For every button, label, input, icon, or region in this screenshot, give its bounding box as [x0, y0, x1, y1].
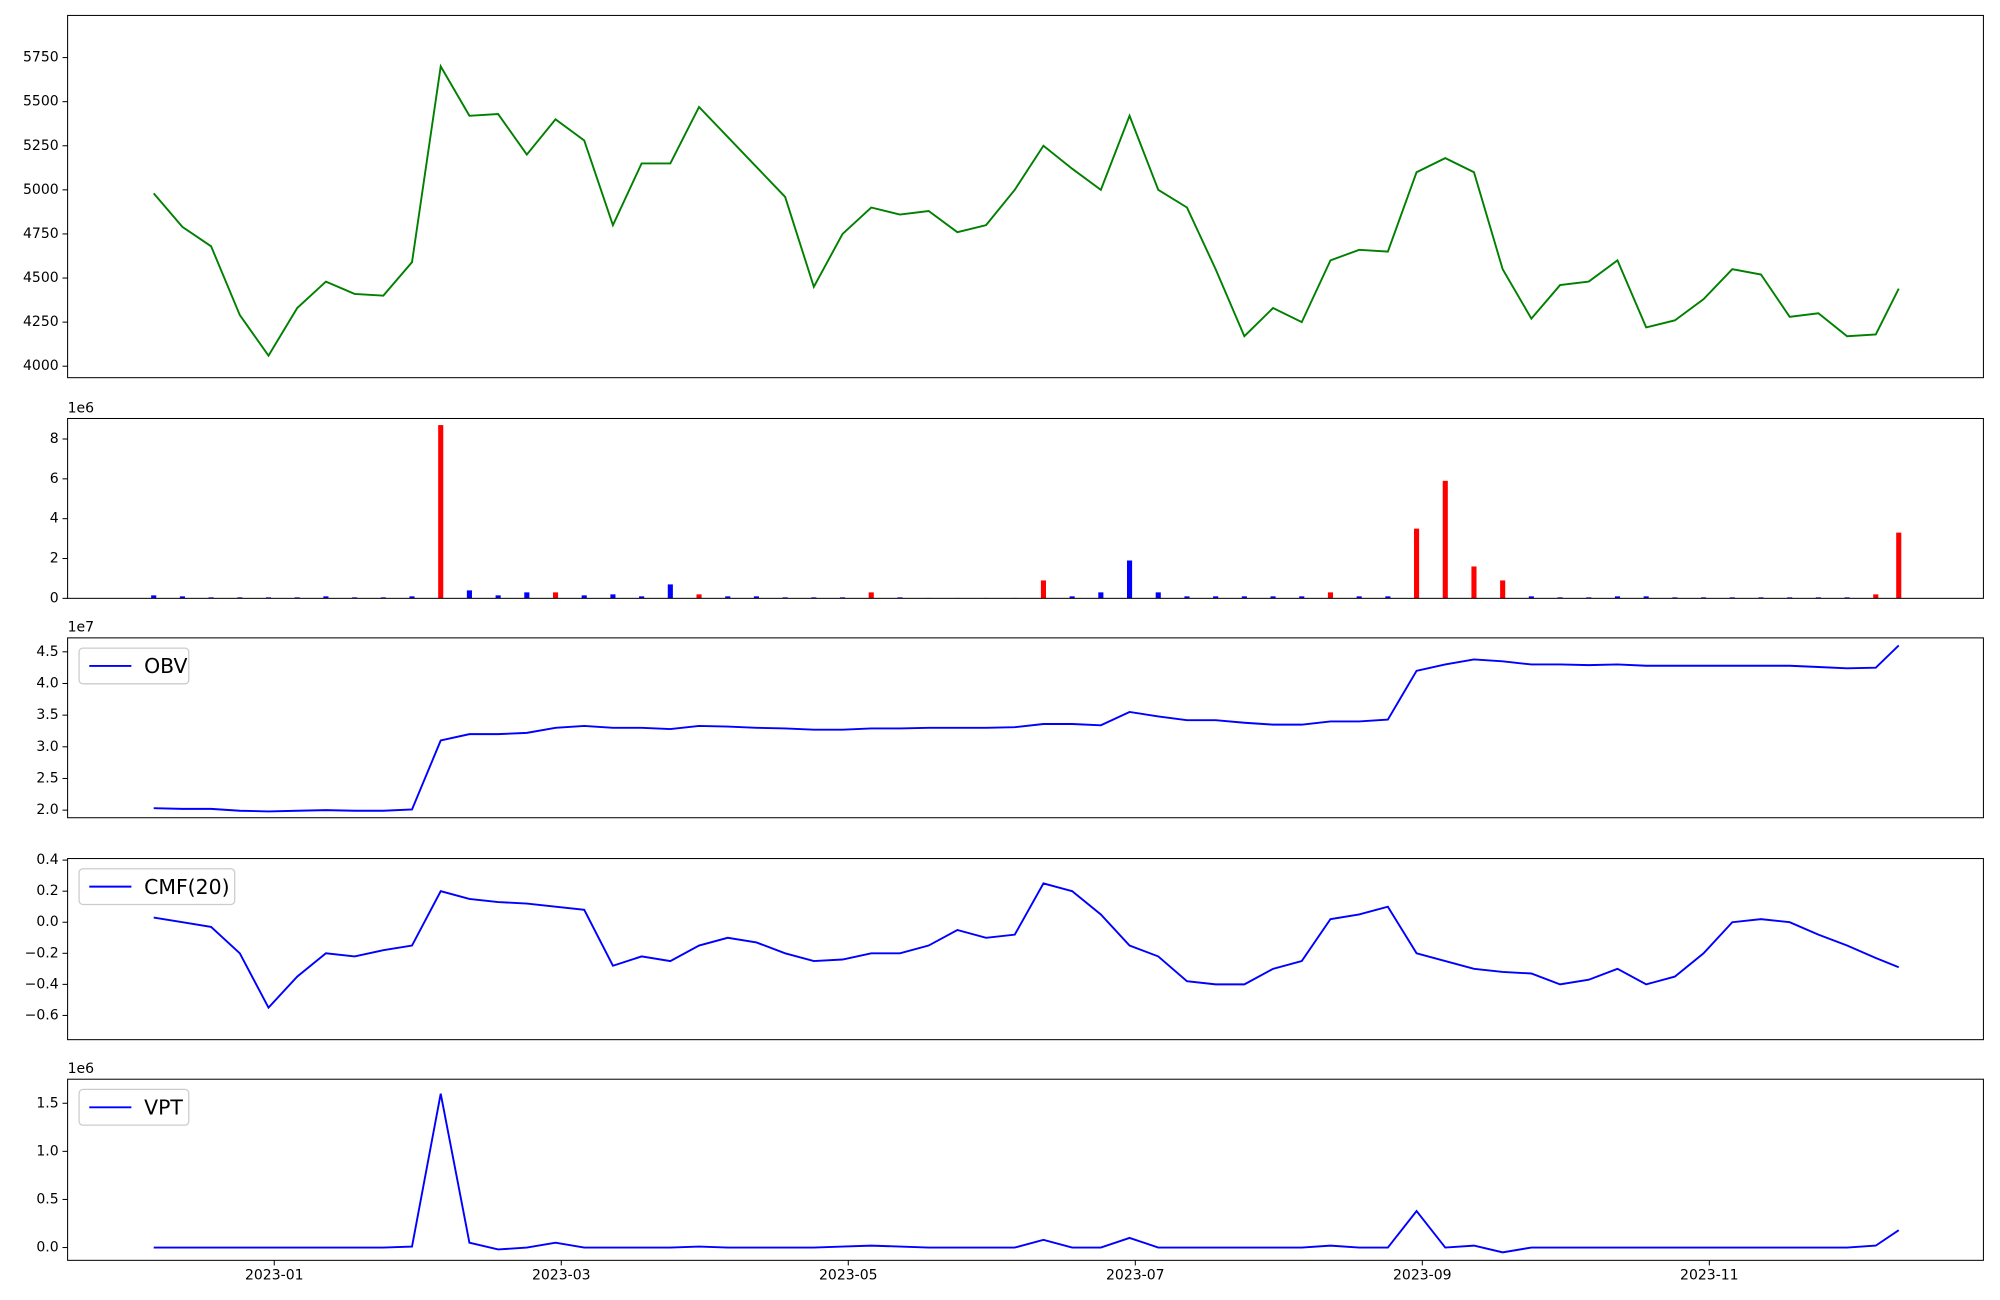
x-tick-label: 2023-11 — [1680, 1268, 1739, 1284]
bar — [179, 596, 185, 599]
x-tick-label: 2023-07 — [1106, 1268, 1165, 1284]
bar — [610, 594, 616, 599]
bar — [409, 596, 415, 599]
y-tick-label: −0.6 — [25, 1007, 59, 1023]
legend-label: OBV — [144, 654, 187, 678]
line — [152, 63, 1900, 358]
x-tick-label: 2023-03 — [532, 1268, 591, 1284]
x-tick-label: 2023-09 — [1393, 1268, 1452, 1284]
y-tick-label: 1.5 — [36, 1095, 58, 1111]
y-tick-label: 4.5 — [36, 644, 58, 660]
bar — [1184, 596, 1190, 599]
bar — [1040, 580, 1046, 599]
bar — [466, 590, 472, 599]
bar — [438, 425, 444, 599]
bar — [1069, 596, 1075, 599]
bar — [667, 584, 673, 599]
bar — [1299, 596, 1305, 599]
bar — [1270, 596, 1276, 599]
bar — [639, 596, 645, 599]
bar — [1500, 580, 1506, 599]
y-tick-label: 2.0 — [36, 802, 58, 818]
bar — [323, 596, 329, 599]
y-tick-label: 5250 — [23, 138, 59, 154]
y-tick-label: 4250 — [23, 314, 59, 330]
y-tick-label: −0.2 — [25, 945, 59, 961]
bar — [1414, 528, 1420, 599]
y-tick-label: 5750 — [23, 50, 59, 66]
line — [153, 644, 1900, 813]
frame — [67, 858, 1984, 1041]
bar — [1471, 566, 1477, 599]
bar — [1442, 480, 1448, 599]
x-tick-label: 2023-05 — [819, 1268, 878, 1284]
bar — [1213, 596, 1219, 599]
legend-box — [78, 1088, 190, 1126]
bar — [1356, 596, 1362, 599]
frame — [67, 417, 1984, 599]
bar — [581, 595, 587, 599]
y-tick-label: 6 — [50, 471, 59, 487]
bar — [1614, 596, 1621, 599]
y-tick-label: 4.0 — [36, 675, 58, 691]
y-tick-label: 4500 — [23, 270, 59, 286]
offset-label: 1e6 — [68, 1061, 95, 1077]
bar — [1528, 596, 1534, 599]
bar — [1385, 596, 1391, 599]
y-tick-label: 5500 — [23, 94, 59, 110]
y-tick-label: 0.0 — [36, 1240, 58, 1256]
bar — [1155, 592, 1161, 599]
legend-box — [78, 647, 190, 685]
y-tick-label: 5000 — [23, 182, 59, 198]
bar — [1873, 594, 1879, 599]
y-tick-label: 0.4 — [36, 852, 58, 868]
offset-label: 1e6 — [68, 400, 95, 416]
x-tick-label: 2023-01 — [245, 1268, 304, 1284]
y-tick-label: 3.5 — [36, 707, 58, 723]
bar — [552, 592, 559, 599]
y-tick-label: 0.5 — [36, 1191, 58, 1207]
bar — [495, 595, 501, 599]
bar — [151, 595, 157, 599]
frame — [67, 637, 1984, 819]
line — [153, 882, 1900, 1010]
bar — [524, 592, 530, 599]
y-tick-label: 0.0 — [36, 914, 58, 930]
offset-label: 1e7 — [68, 620, 94, 636]
bar — [1643, 596, 1649, 599]
bar — [753, 596, 759, 599]
bar — [1896, 532, 1902, 599]
y-tick-label: 3.0 — [36, 739, 58, 755]
y-tick-label: 4750 — [23, 226, 59, 242]
y-tick-label: 1.0 — [36, 1143, 58, 1159]
frame — [67, 14, 1984, 379]
bar — [1098, 592, 1104, 599]
bar — [1241, 596, 1247, 599]
y-tick-label: 0 — [50, 590, 59, 606]
y-tick-label: 0.2 — [36, 883, 58, 899]
y-tick-label: −0.4 — [25, 976, 59, 992]
y-tick-label: 4000 — [23, 358, 59, 374]
legend-box — [78, 868, 236, 906]
frame — [67, 1078, 1984, 1261]
bar — [696, 594, 702, 599]
bar — [1327, 592, 1334, 599]
y-tick-label: 4 — [50, 511, 59, 527]
legend-label: VPT — [144, 1096, 183, 1120]
legend-label: CMF(20) — [144, 875, 229, 899]
bar — [725, 596, 731, 599]
bar — [1127, 560, 1133, 599]
bar — [868, 592, 874, 599]
line — [153, 1093, 1900, 1254]
y-tick-label: 2.5 — [36, 770, 58, 786]
y-tick-label: 8 — [50, 431, 59, 447]
y-tick-label: 2 — [50, 551, 59, 567]
